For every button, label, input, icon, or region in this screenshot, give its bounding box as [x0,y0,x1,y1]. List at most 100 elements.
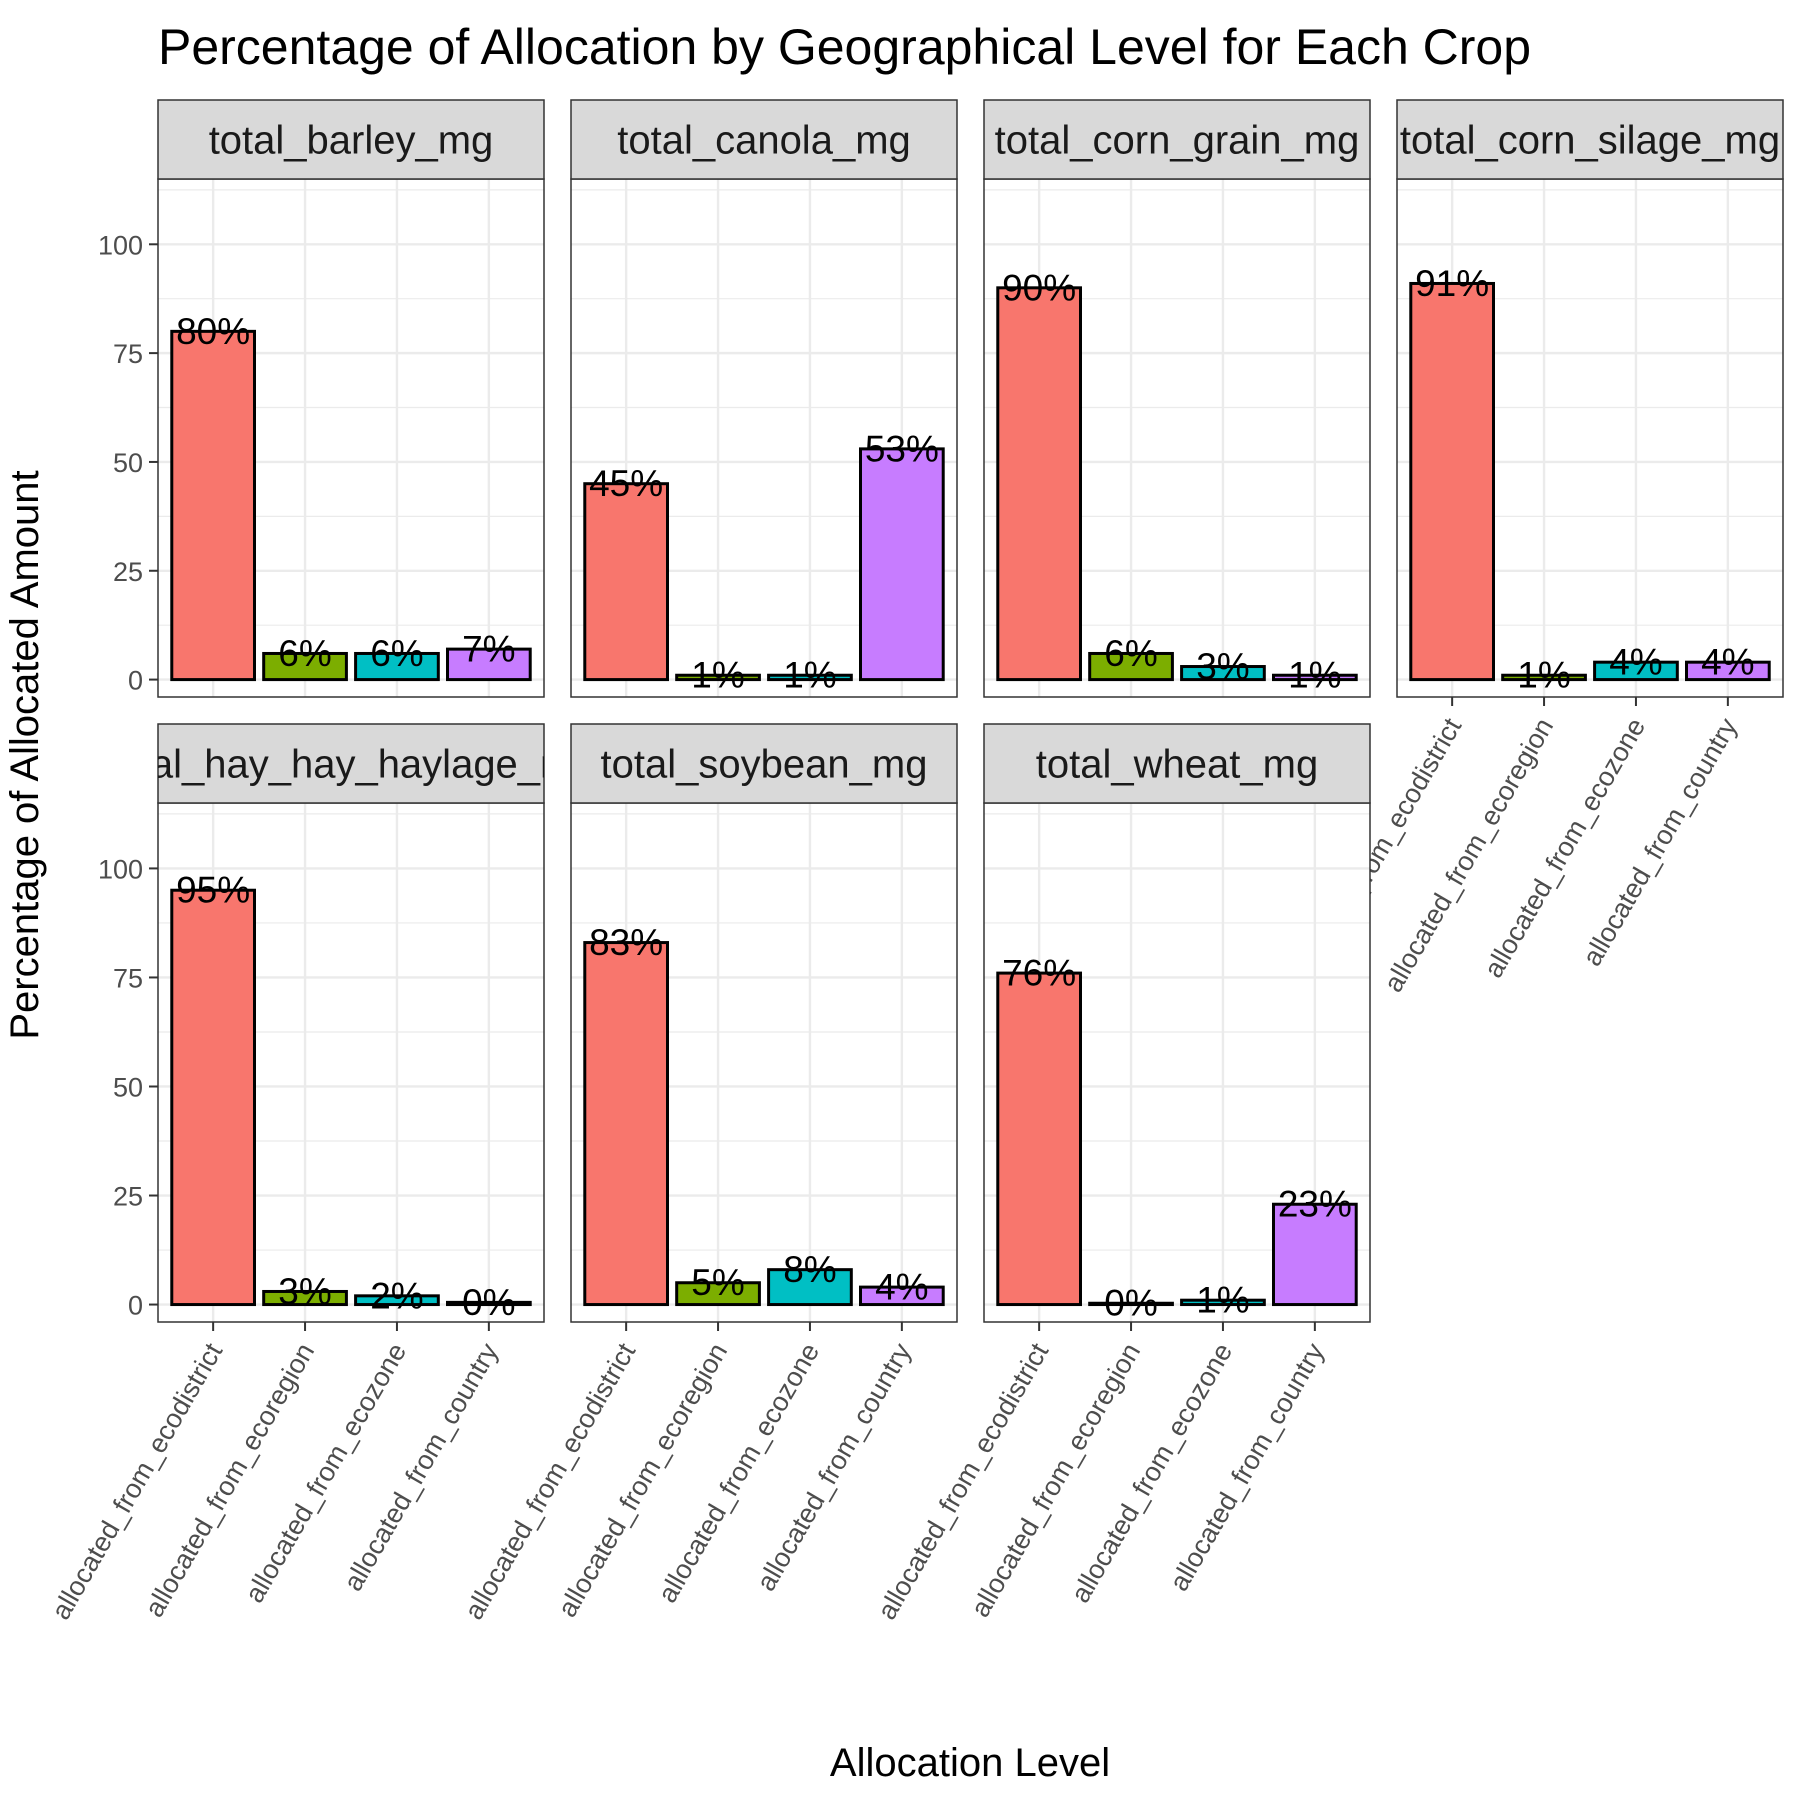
x-tick-label: allocated_from_ecoregion [1378,713,1559,997]
x-tick-label: allocated_from_ecoregion [552,1338,733,1622]
facet-panel-total_hay_hay_haylage_mg: 95% 3% 2% 0% total_hay_hay_haylage_mg 0 25 50 75… [46,723,595,1625]
x-axis-title: Allocation Level [830,1741,1110,1785]
bar-total_hay_hay_haylage_mg-allocated_from_ecozone [354,1294,440,1307]
data-label: 1% [1288,655,1341,696]
data-label: 95% [176,870,250,911]
data-label: 45% [589,463,663,504]
x-tick-label: allocated_from_country [1577,713,1744,971]
bar-total_corn_grain_mg-allocated_from_ecozone [1180,665,1266,682]
data-label: 4% [1609,642,1662,683]
strip-background [1396,99,1784,180]
strip-label: total_soybean_mg [601,743,928,787]
bar-total_corn_silage_mg-allocated_from_ecoregion [1501,673,1587,682]
data-label: 83% [589,922,663,963]
y-tick-label: 75 [113,963,143,993]
data-label: 76% [1002,953,1076,994]
bar-total_wheat_mg-allocated_from_ecodistrict [996,971,1082,1307]
bar-total_canola_mg-allocated_from_country [859,447,945,682]
y-tick-label: 100 [98,230,143,260]
x-tick-label: allocated_from_ecodistrict [46,1338,229,1625]
bar-total_hay_hay_haylage_mg-allocated_from_ecodistrict [170,888,257,1307]
bar-total_corn_grain_mg-allocated_from_ecoregion [1088,651,1174,682]
data-label: 91% [1415,263,1489,304]
data-label: 6% [370,633,423,674]
bars [170,888,532,1307]
data-label: 80% [176,311,250,352]
data-label: 1% [1196,1280,1249,1321]
bar-total_barley_mg-allocated_from_ecoregion [262,651,348,682]
bar-total_hay_hay_haylage_mg-allocated_from_ecoregion [262,1289,348,1307]
bar-total_wheat_mg-allocated_from_ecoregion [1088,1301,1174,1307]
x-tick-label: allocated_from_country [751,1338,918,1596]
bar-total_corn_grain_mg-allocated_from_country [1272,673,1358,682]
data-label: 4% [875,1267,928,1308]
strip-background [983,723,1371,804]
chart-title: Percentage of Allocation by Geographical… [158,19,1531,75]
bar-total_wheat_mg-allocated_from_country [1272,1202,1358,1307]
bars [583,941,945,1307]
bar-total_corn_silage_mg-allocated_from_country [1685,660,1771,682]
data-label: 3% [278,1271,331,1312]
bar-total_soybean_mg-allocated_from_ecozone [767,1268,853,1307]
bar-total_canola_mg-allocated_from_ecodistrict [583,482,669,682]
y-tick-label: 100 [98,854,143,884]
x-tick-label: allocated_from_ecozone [1065,1338,1238,1608]
data-label: 3% [1196,646,1249,687]
bar-total_soybean_mg-allocated_from_country [859,1285,945,1307]
x-tick-label: allocated_from_country [1164,1338,1331,1596]
facet-panel-total_canola_mg: 45% 1% 1% 53% total_canola_mg [570,99,958,698]
bar-total_barley_mg-allocated_from_ecozone [354,651,440,682]
strip-label: total_canola_mg [617,119,911,163]
data-label: 90% [1002,267,1076,308]
strip-label: total_barley_mg [209,119,494,163]
bar-total_canola_mg-allocated_from_ecoregion [675,673,761,682]
strip-background [157,723,545,804]
data-label: 0% [1104,1283,1157,1324]
strip-background [983,99,1371,180]
y-tick-label: 0 [128,1291,143,1321]
bars [996,286,1358,682]
strip-background [157,99,545,180]
x-tick-label: allocated_from_ecoregion [139,1338,320,1622]
strip-background [570,99,958,180]
bar-total_hay_hay_haylage_mg-allocated_from_country [446,1300,532,1307]
strip-background [570,723,958,804]
bars [996,971,1358,1307]
strip-label: total_corn_silage_mg [1400,119,1780,163]
data-label: 5% [691,1262,744,1303]
x-tick-label: allocated_from_ecozone [652,1338,825,1608]
bar-total_corn_silage_mg-allocated_from_ecodistrict [1409,281,1496,682]
x-tick-label: allocated_from_ecoregion [965,1338,1146,1622]
bars [1409,281,1771,682]
y-axis-title: Percentage of Allocated Amount [3,470,47,1039]
y-tick-label: 50 [113,1072,143,1102]
data-label: 7% [462,629,515,670]
y-tick-label: 75 [113,339,143,369]
bar-total_soybean_mg-allocated_from_ecoregion [675,1281,761,1307]
bar-total_corn_silage_mg-allocated_from_ecozone [1593,660,1679,682]
data-label: 4% [1701,642,1754,683]
facet-panels: 80% 6% 6% 7% total_barley_mg 0 25 50 75 100 45% 1% 1… [46,99,1784,1625]
bar-total_soybean_mg-allocated_from_ecodistrict [583,941,669,1307]
x-tick-label: allocated_from_ecozone [239,1338,412,1608]
y-tick-label: 25 [113,1182,143,1212]
bar-total_barley_mg-allocated_from_country [446,647,532,682]
strip-label: total_hay_hay_haylage_mg [106,743,595,787]
bars [170,329,532,682]
bar-total_wheat_mg-allocated_from_ecozone [1180,1298,1266,1307]
data-label: 1% [783,655,836,696]
bar-total_corn_grain_mg-allocated_from_ecodistrict [996,286,1082,682]
data-label: 2% [370,1275,423,1316]
bar-total_barley_mg-allocated_from_ecodistrict [170,329,257,682]
bars [583,447,945,682]
y-tick-label: 0 [128,666,143,696]
data-label: 1% [691,655,744,696]
y-tick-label: 50 [113,448,143,478]
y-tick-label: 25 [113,557,143,587]
bar-total_canola_mg-allocated_from_ecozone [767,673,853,682]
data-label: 1% [1517,655,1570,696]
data-label: 6% [278,633,331,674]
strip-label: total_corn_grain_mg [995,119,1360,163]
data-label: 0% [462,1282,515,1323]
